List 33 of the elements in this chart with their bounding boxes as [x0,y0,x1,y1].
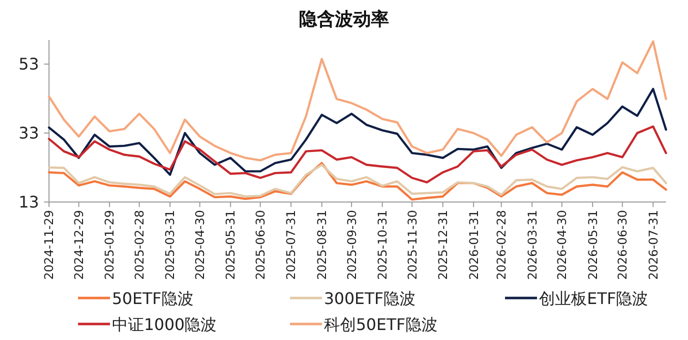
x-tick-label: 2025-07-31 [284,210,298,280]
x-tick-label: 2025-12-31 [436,210,450,280]
line-series [48,88,668,176]
x-tick-label: 2025-06-30 [253,210,268,280]
legend-label: 50ETF隐波 [112,289,194,308]
legend-label: 中证1000隐波 [112,315,217,334]
x-tick-label: 2025-08-31 [314,210,329,280]
x-tick-label: 2026-03-31 [525,210,540,280]
x-tick-label: 2025-01-29 [102,210,117,280]
x-tick-label: 2026-04-30 [555,210,570,280]
x-tick-label: 2025-10-31 [376,210,390,280]
legend-label: 300ETF隐波 [324,289,416,308]
y-tick-label: 53 [18,54,39,74]
legend-label: 科创50ETF隐波 [324,315,438,334]
x-tick-label: 2026-01-31 [466,210,481,280]
x-tick-label: 2026-02-28 [494,210,509,280]
x-tick-label: 2025-04-30 [192,210,207,280]
x-tick-label: 2026-06-30 [616,210,630,280]
x-tick-label: 2026-05-31 [586,210,600,280]
legend-label: 创业板ETF隐波 [539,289,648,308]
y-tick-label: 33 [18,124,39,143]
x-tick-label: 2024-11-29 [42,210,56,280]
line-series [48,40,668,162]
x-tick-label: 2025-03-31 [163,210,178,280]
y-tick-label: 13 [18,192,39,212]
x-tick-label: 2024-12-29 [72,210,86,280]
x-tick-label: 2025-11-30 [405,210,420,280]
x-tick-label: 2025-02-28 [132,210,146,280]
x-tick-label: 2025-09-30 [344,210,359,280]
line-series [48,125,668,184]
x-tick-label: 2026-07-31 [646,210,660,280]
x-tick-label: 2025-05-31 [224,210,238,280]
chart-title: 隐含波动率 [299,9,389,30]
